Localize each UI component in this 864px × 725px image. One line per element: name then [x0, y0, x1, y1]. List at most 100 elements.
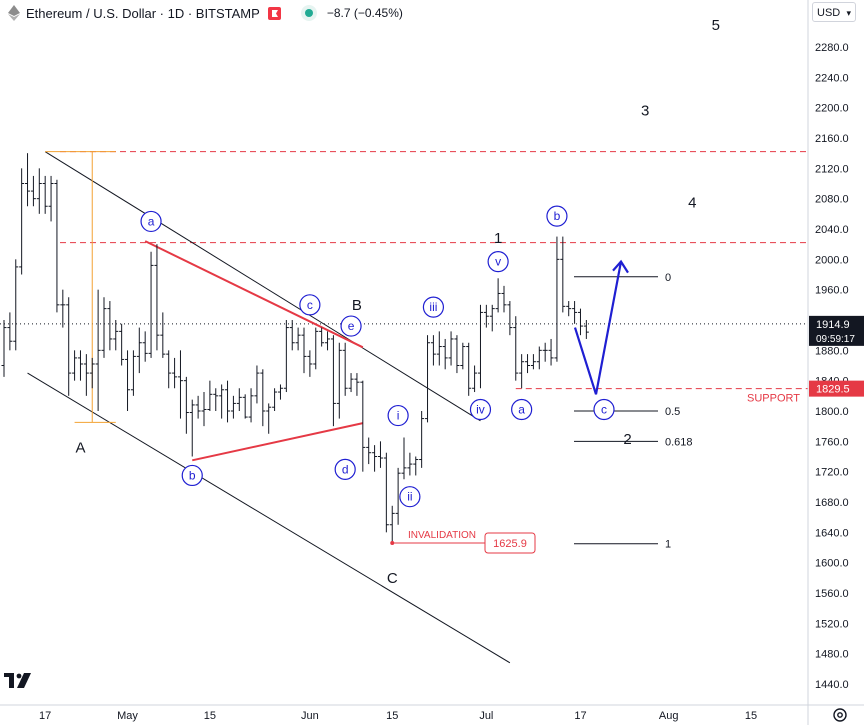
currency-select[interactable]: USD ▾	[812, 2, 856, 22]
candle-bar	[54, 179, 60, 313]
wave-circle	[140, 210, 162, 233]
candle-bar	[489, 304, 495, 332]
wave-circle	[487, 251, 509, 273]
candle-bar	[148, 251, 154, 358]
time-tick-label: Aug	[659, 710, 679, 722]
candle-bar	[372, 445, 378, 472]
tradingview-logo-icon	[4, 673, 31, 688]
candle-bar	[19, 168, 25, 275]
time-tick-label: 17	[574, 710, 586, 722]
candle-bar	[248, 388, 254, 423]
candle-bar	[13, 259, 19, 351]
time-tick-label: 17	[39, 710, 51, 722]
support-price-tag-bg	[809, 380, 864, 397]
candle-bar	[177, 350, 183, 419]
candle-bar	[430, 335, 436, 366]
candle-bar	[225, 380, 231, 423]
candle-bar	[166, 350, 172, 389]
candle-bar	[395, 467, 401, 525]
candle-bar	[283, 320, 289, 393]
wave-circle	[546, 205, 568, 227]
candle-bar	[560, 236, 566, 313]
candle-bar	[207, 380, 213, 411]
wave-label-circled: d	[334, 458, 356, 480]
wave-label-text: a	[518, 402, 525, 416]
candle-bar	[548, 338, 554, 366]
candle-bar	[460, 342, 466, 370]
wave-circle	[593, 398, 615, 421]
candle-bar	[442, 338, 448, 370]
gear-icon[interactable]	[832, 707, 848, 723]
price-tick-label: 1680.0	[815, 497, 849, 509]
candle-bar	[230, 395, 236, 419]
wave-label-circled: e	[340, 315, 362, 337]
candle-bar	[183, 376, 189, 434]
candle-bar	[330, 335, 336, 427]
wave-circle	[299, 294, 321, 316]
wave-circle	[334, 458, 356, 480]
time-tick-label: 15	[745, 710, 757, 722]
wave-label-circled: ii	[399, 486, 421, 508]
price-tick-label: 1480.0	[815, 649, 849, 661]
candle-bar	[277, 384, 283, 400]
candle-bar	[554, 236, 560, 362]
flag-icon[interactable]	[267, 6, 281, 20]
candle-bar	[325, 331, 331, 351]
candle-bar	[448, 331, 454, 366]
candle-bar	[377, 441, 383, 468]
support-price-value: 1829.5	[816, 384, 850, 396]
wave-circle	[340, 315, 362, 337]
wave-label-circled: b	[181, 464, 203, 487]
candle-bar	[154, 244, 160, 351]
invalidation-text: INVALIDATION	[408, 530, 476, 541]
candle-bar	[319, 327, 325, 347]
candle-bar	[407, 452, 413, 476]
candle-bar	[354, 373, 360, 396]
time-tick-label: 15	[386, 710, 398, 722]
wave-label-text: d	[342, 462, 349, 476]
price-tick-label: 1800.0	[815, 406, 849, 418]
candle-bar	[48, 175, 54, 222]
wave-major-label: A	[75, 439, 85, 456]
candle-bar	[413, 456, 419, 476]
candle-bar	[342, 342, 348, 396]
candle-bar	[477, 304, 483, 389]
candle-bar	[160, 312, 166, 358]
candle-bar	[307, 350, 313, 377]
candle-bar	[36, 168, 42, 214]
candle-bar	[83, 354, 89, 396]
fib-level-label: 0	[665, 272, 671, 284]
last-price-value: 1914.9	[816, 319, 850, 331]
wave-label-text: iv	[476, 402, 485, 416]
candle-bar	[348, 373, 354, 393]
price-tick-label: 2080.0	[815, 194, 849, 206]
price-tick-label: 1640.0	[815, 527, 849, 539]
wave-major-label: 5	[712, 17, 720, 34]
candle-bar	[525, 354, 531, 374]
price-tick-label: 1520.0	[815, 618, 849, 630]
candle-bar	[219, 384, 225, 419]
wave-circle	[181, 464, 203, 487]
candle-bar	[272, 388, 278, 411]
price-tick-label: 1560.0	[815, 588, 849, 600]
candle-bar	[101, 297, 107, 358]
price-tick-label: 2160.0	[815, 133, 849, 145]
wave-circle	[511, 398, 533, 421]
wave-major-label: C	[387, 570, 398, 587]
projection-arrowhead	[612, 259, 629, 274]
candle-bar	[566, 301, 572, 317]
candle-bar	[483, 304, 489, 328]
last-price-tag-bg	[809, 315, 864, 346]
candle-bar	[454, 335, 460, 374]
candle-bar	[466, 342, 472, 396]
candle-bar	[542, 342, 548, 362]
candle-bar	[536, 346, 542, 370]
price-tick-label: 2200.0	[815, 103, 849, 115]
candle-bar	[66, 297, 72, 396]
symbol-title[interactable]: Ethereum / U.S. Dollar · 1D · BITSTAMP	[26, 5, 260, 21]
wave-circle	[387, 404, 409, 427]
wave-circle	[469, 398, 492, 421]
candle-bar	[266, 403, 272, 434]
currency-label: USD	[817, 7, 841, 19]
